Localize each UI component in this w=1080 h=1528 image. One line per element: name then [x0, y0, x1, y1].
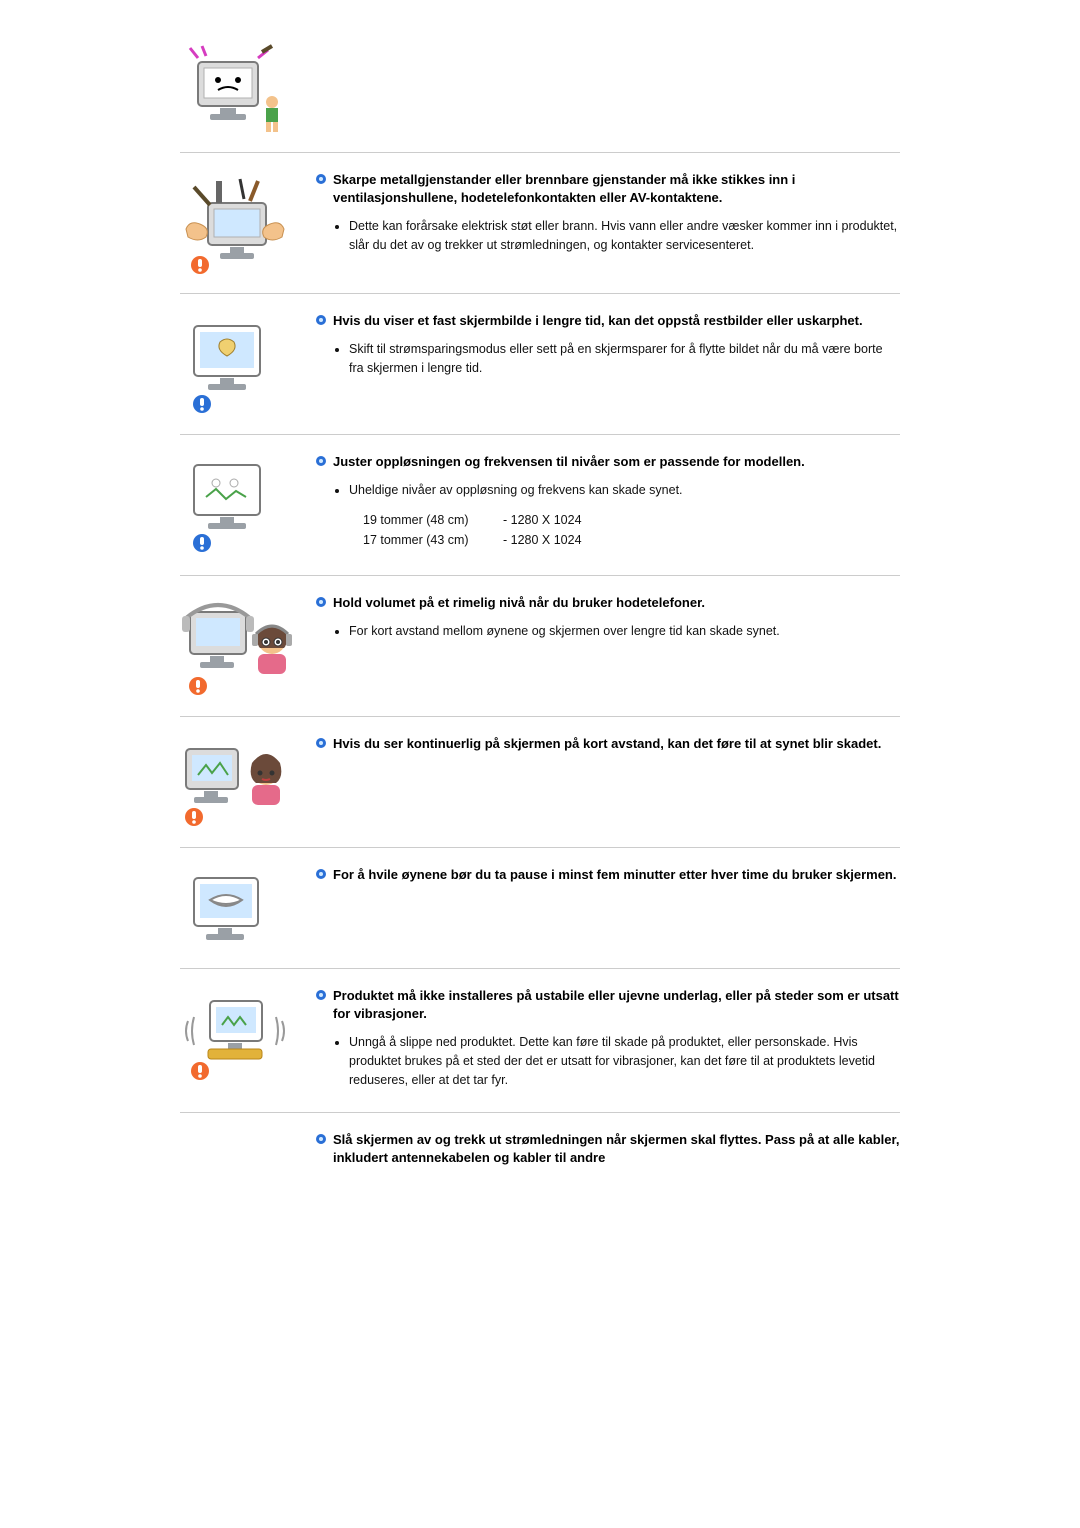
illustration-angry-monitor: [180, 40, 305, 134]
heading-text: For å hvile øynene bør du ta pause i min…: [333, 866, 896, 884]
section-static-image: Hvis du viser et fast skjermbilde i leng…: [180, 294, 900, 435]
illustration-static-image: [180, 312, 305, 416]
heading: Skarpe metallgjenstander eller brennbare…: [315, 171, 900, 207]
heading-text: Produktet må ikke installeres på ustabil…: [333, 987, 900, 1023]
resolution-label: 19 tommer (48 cm): [363, 510, 503, 530]
body-list: Dette kan forårsake elektrisk støt eller…: [349, 217, 900, 255]
bullet-icon: [315, 453, 333, 467]
page: Skarpe metallgjenstander eller brennbare…: [90, 0, 990, 1217]
content-block: Hvis du viser et fast skjermbilde i leng…: [305, 312, 900, 416]
resolution-value: - 1280 X 1024: [503, 510, 582, 530]
heading-text: Skarpe metallgjenstander eller brennbare…: [333, 171, 900, 207]
resolution-table: 19 tommer (48 cm) - 1280 X 1024 17 tomme…: [363, 510, 900, 550]
illustration-placeholder: [180, 1131, 305, 1177]
content-block: Produktet må ikke installeres på ustabil…: [305, 987, 900, 1094]
bullet-icon: [315, 866, 333, 880]
heading-text: Slå skjermen av og trekk ut strømledning…: [333, 1131, 900, 1167]
resolution-value: - 1280 X 1024: [503, 530, 582, 550]
bullet-icon: [315, 735, 333, 749]
content-block: Hold volumet på et rimelig nivå når du b…: [305, 594, 900, 698]
content-block: Skarpe metallgjenstander eller brennbare…: [305, 171, 900, 275]
illustration-resolution: [180, 453, 305, 557]
heading: Juster oppløsningen og frekvensen til ni…: [315, 453, 900, 471]
body-item: For kort avstand mellom øynene og skjerm…: [349, 622, 900, 641]
body-item: Skift til strømsparingsmodus eller sett …: [349, 340, 900, 378]
illustration-vibration: [180, 987, 305, 1094]
content-block: Hvis du ser kontinuerlig på skjermen på …: [305, 735, 900, 829]
body-item: Dette kan forårsake elektrisk støt eller…: [349, 217, 900, 255]
heading: Slå skjermen av og trekk ut strømledning…: [315, 1131, 900, 1167]
empty-content: [305, 40, 900, 134]
heading: Hold volumet på et rimelig nivå når du b…: [315, 594, 900, 612]
body-list: Unngå å slippe ned produktet. Dette kan …: [349, 1033, 900, 1089]
illustration-eye-rest: [180, 866, 305, 950]
content-block: Slå skjermen av og trekk ut strømledning…: [305, 1131, 900, 1177]
heading-text: Hvis du ser kontinuerlig på skjermen på …: [333, 735, 881, 753]
heading-text: Juster oppløsningen og frekvensen til ni…: [333, 453, 805, 471]
section-resolution: Juster oppløsningen og frekvensen til ni…: [180, 435, 900, 576]
bullet-icon: [315, 171, 333, 185]
top-illustration-row: [180, 40, 900, 152]
illustration-headphones: [180, 594, 305, 698]
illustration-eye-distance: [180, 735, 305, 829]
heading: Produktet må ikke installeres på ustabil…: [315, 987, 900, 1023]
heading: Hvis du ser kontinuerlig på skjermen på …: [315, 735, 900, 753]
illustration-insert-objects: [180, 171, 305, 275]
heading: Hvis du viser et fast skjermbilde i leng…: [315, 312, 900, 330]
body-item: Uheldige nivåer av oppløsning og frekven…: [349, 481, 900, 500]
body-list: Uheldige nivåer av oppløsning og frekven…: [349, 481, 900, 500]
content-block: For å hvile øynene bør du ta pause i min…: [305, 866, 900, 950]
heading-text: Hold volumet på et rimelig nivå når du b…: [333, 594, 705, 612]
bullet-icon: [315, 1131, 333, 1145]
resolution-label: 17 tommer (43 cm): [363, 530, 503, 550]
resolution-row: 19 tommer (48 cm) - 1280 X 1024: [363, 510, 900, 530]
content-block: Juster oppløsningen og frekvensen til ni…: [305, 453, 900, 557]
section-headphones: Hold volumet på et rimelig nivå når du b…: [180, 576, 900, 717]
body-list: Skift til strømsparingsmodus eller sett …: [349, 340, 900, 378]
resolution-row: 17 tommer (43 cm) - 1280 X 1024: [363, 530, 900, 550]
heading: For å hvile øynene bør du ta pause i min…: [315, 866, 900, 884]
section-eye-distance: Hvis du ser kontinuerlig på skjermen på …: [180, 717, 900, 848]
section-eye-rest: For å hvile øynene bør du ta pause i min…: [180, 848, 900, 969]
section-unstable-surface: Produktet må ikke installeres på ustabil…: [180, 969, 900, 1113]
body-item: Unngå å slippe ned produktet. Dette kan …: [349, 1033, 900, 1089]
heading-text: Hvis du viser et fast skjermbilde i leng…: [333, 312, 863, 330]
body-list: For kort avstand mellom øynene og skjerm…: [349, 622, 900, 641]
bullet-icon: [315, 594, 333, 608]
bullet-icon: [315, 987, 333, 1001]
section-moving-screen: Slå skjermen av og trekk ut strømledning…: [180, 1113, 900, 1177]
section-sharp-objects: Skarpe metallgjenstander eller brennbare…: [180, 153, 900, 294]
bullet-icon: [315, 312, 333, 326]
